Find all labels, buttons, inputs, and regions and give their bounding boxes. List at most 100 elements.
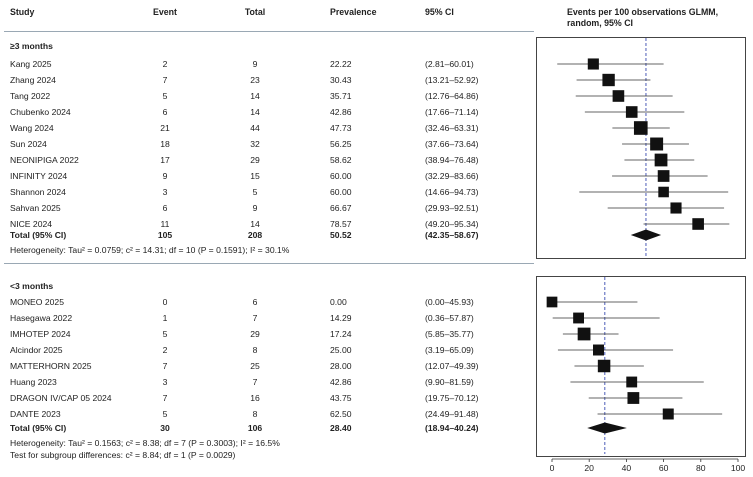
study-event: 3 <box>162 377 168 387</box>
study-event: 5 <box>162 329 168 339</box>
study-name: NICE 2024 <box>10 219 53 229</box>
study-ci: (5.85–35.77) <box>425 329 474 339</box>
study-prevalence: 60.00 <box>330 187 352 197</box>
study-event: 6 <box>162 107 168 117</box>
study-name: Sahvan 2025 <box>10 203 61 213</box>
point-estimate-square <box>692 218 704 230</box>
study-total: 44 <box>250 123 260 133</box>
plot-title-line1: Events per 100 observations GLMM, <box>567 7 719 17</box>
total-prevalence: 28.40 <box>330 423 352 433</box>
study-prevalence: 22.22 <box>330 59 352 69</box>
subgroup-test-text: Test for subgroup differences: c² = 8.84… <box>10 450 236 460</box>
point-estimate-square <box>650 137 664 151</box>
study-name: DANTE 2023 <box>10 409 61 419</box>
study-prevalence: 35.71 <box>330 91 352 101</box>
study-ci: (0.36–57.87) <box>425 313 474 323</box>
point-estimate-square <box>577 327 591 341</box>
point-estimate-square <box>627 392 640 404</box>
study-event: 21 <box>160 123 170 133</box>
group-separator-rule <box>4 263 534 264</box>
x-tick-label: 100 <box>731 463 746 473</box>
study-prevalence: 42.86 <box>330 377 352 387</box>
point-estimate-square <box>625 106 638 118</box>
study-prevalence: 28.00 <box>330 361 352 371</box>
point-estimate-square <box>597 359 611 373</box>
header-total: Total <box>244 7 266 17</box>
study-total: 7 <box>252 313 258 323</box>
subgroup-label: <3 months <box>10 281 54 291</box>
x-tick-label: 0 <box>550 463 555 473</box>
study-name: Shannon 2024 <box>10 187 66 197</box>
study-ci: (13.21–52.92) <box>425 75 479 85</box>
total-event: 30 <box>160 423 170 433</box>
plot-panel-1 <box>536 37 746 259</box>
point-estimate-square <box>657 170 670 182</box>
study-total: 29 <box>250 155 260 165</box>
study-event: 18 <box>160 139 170 149</box>
point-estimate-square <box>662 408 674 420</box>
study-name: Tang 2022 <box>10 91 51 101</box>
header-event: Event <box>153 7 177 17</box>
study-ci: (0.00–45.93) <box>425 297 474 307</box>
study-ci: (17.66–71.14) <box>425 107 479 117</box>
point-estimate-square <box>670 202 682 214</box>
subgroup-label: ≥3 months <box>10 41 53 51</box>
study-ci: (14.66–94.73) <box>425 187 479 197</box>
x-tick-label: 20 <box>584 463 594 473</box>
study-total: 9 <box>252 203 258 213</box>
study-name: NEONIPIGA 2022 <box>10 155 79 165</box>
study-event: 2 <box>162 59 168 69</box>
study-ci: (49.20–95.34) <box>425 219 479 229</box>
study-name: Hasegawa 2022 <box>10 313 73 323</box>
study-ci: (29.93–92.51) <box>425 203 479 213</box>
study-name: Chubenko 2024 <box>10 107 71 117</box>
point-estimate-square <box>626 376 638 388</box>
plot-panel-2 <box>536 276 746 457</box>
study-prevalence: 47.73 <box>330 123 352 133</box>
study-ci: (32.46–63.31) <box>425 123 479 133</box>
study-total: 14 <box>250 107 260 117</box>
study-total: 29 <box>250 329 260 339</box>
total-label: Total (95% CI) <box>10 230 67 240</box>
study-name: MONEO 2025 <box>10 297 64 307</box>
study-name: Kang 2025 <box>10 59 52 69</box>
study-name: Wang 2024 <box>10 123 54 133</box>
study-ci: (19.75–70.12) <box>425 393 479 403</box>
header-study: Study <box>10 7 35 17</box>
study-ci: (2.81–60.01) <box>425 59 474 69</box>
study-prevalence: 62.50 <box>330 409 352 419</box>
study-total: 5 <box>252 187 258 197</box>
study-event: 9 <box>162 171 168 181</box>
x-tick-label: 80 <box>696 463 706 473</box>
study-event: 2 <box>162 345 168 355</box>
point-estimate-square <box>573 312 585 324</box>
total-ci: (42.35–58.67) <box>425 230 479 240</box>
study-event: 17 <box>160 155 170 165</box>
study-total: 6 <box>252 297 258 307</box>
point-estimate-square <box>602 73 615 87</box>
point-estimate-square <box>612 90 625 102</box>
study-prevalence: 25.00 <box>330 345 352 355</box>
study-event: 6 <box>162 203 168 213</box>
point-estimate-square <box>593 344 604 356</box>
study-ci: (12.07–49.39) <box>425 361 479 371</box>
study-ci: (24.49–91.48) <box>425 409 479 419</box>
x-tick-label: 40 <box>622 463 632 473</box>
study-name: INFINITY 2024 <box>10 171 68 181</box>
total-ci: (18.94–40.24) <box>425 423 479 433</box>
study-name: Alcindor 2025 <box>10 345 63 355</box>
study-total: 23 <box>250 75 260 85</box>
header-ci: 95% CI <box>425 7 454 17</box>
study-total: 15 <box>250 171 260 181</box>
header-prevalence: Prevalence <box>330 7 377 17</box>
study-ci: (3.19–65.09) <box>425 345 474 355</box>
study-total: 25 <box>250 361 260 371</box>
study-name: Huang 2023 <box>10 377 57 387</box>
heterogeneity-text: Heterogeneity: Tau² = 0.1563; c² = 8.38;… <box>10 438 280 448</box>
study-prevalence: 30.43 <box>330 75 352 85</box>
study-name: MATTERHORN 2025 <box>10 361 92 371</box>
header-rule <box>4 31 534 32</box>
study-name: Zhang 2024 <box>10 75 56 85</box>
study-ci: (9.90–81.59) <box>425 377 474 387</box>
